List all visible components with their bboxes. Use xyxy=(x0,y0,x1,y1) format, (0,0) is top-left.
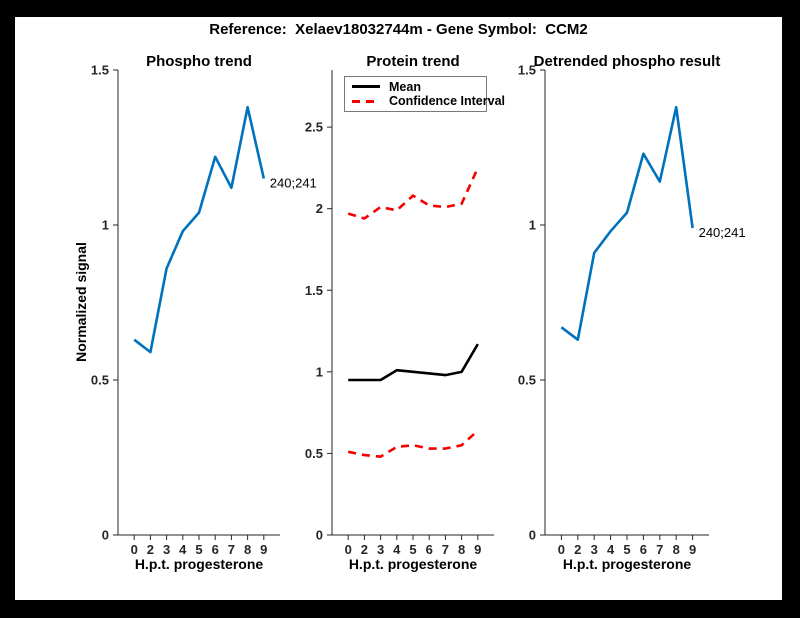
x-tick-label: 4 xyxy=(179,542,187,557)
x-tick-label: 4 xyxy=(607,542,615,557)
y-tick-label: 0.5 xyxy=(518,373,536,388)
confidence-upper-line xyxy=(347,167,479,220)
legend-label-confidence-interval: Confidence Interval xyxy=(389,94,505,109)
subplot-title-phospho-trend: Phospho trend xyxy=(146,53,252,70)
mean-line-sample-icon xyxy=(352,85,380,89)
figure-title: Reference: Xelaev18032744m - Gene Symbol… xyxy=(209,21,588,38)
legend: Mean Confidence Interval xyxy=(344,76,505,112)
y-tick-label: 0 xyxy=(316,528,323,543)
x-tick-label: 9 xyxy=(689,542,696,557)
x-tick-label: 2 xyxy=(361,542,368,557)
x-axis-label-2: H.p.t. progesterone xyxy=(348,556,478,572)
y-tick-label: 1 xyxy=(316,364,323,379)
y-tick-label: 2 xyxy=(316,201,323,216)
x-tick-label: 9 xyxy=(474,542,481,557)
phospho-signal-line xyxy=(133,105,266,354)
y-tick-label: 0 xyxy=(529,528,536,543)
endpoint-annotation: 240;241 xyxy=(699,225,746,240)
endpoint-annotation: 240;241 xyxy=(270,176,317,191)
legend-label-mean: Mean xyxy=(389,79,421,94)
y-tick-label: 1.5 xyxy=(91,63,109,78)
x-tick-label: 3 xyxy=(591,542,598,557)
y-tick-label: 1.5 xyxy=(518,63,536,78)
y-tick-label: 0.5 xyxy=(305,446,323,461)
confidence-line-sample-icon xyxy=(352,99,380,103)
x-tick-label: 5 xyxy=(623,542,630,557)
x-tick-label: 8 xyxy=(244,542,251,557)
legend-item-mean: Mean xyxy=(352,80,479,94)
x-tick-label: 5 xyxy=(409,542,416,557)
x-tick-label: 6 xyxy=(640,542,647,557)
y-tick-label: 1 xyxy=(529,218,536,233)
x-tick-label: 2 xyxy=(147,542,154,557)
x-tick-label: 3 xyxy=(163,542,170,557)
y-tick-label: 2.5 xyxy=(305,120,323,135)
x-tick-label: 9 xyxy=(260,542,267,557)
x-tick-label: 4 xyxy=(393,542,401,557)
y-tick-label: 0 xyxy=(102,528,109,543)
subplot-title-detrended-phospho: Detrended phospho result xyxy=(533,53,721,70)
subplot-title-protein-trend: Protein trend xyxy=(366,53,460,70)
y-tick-label: 1 xyxy=(102,218,109,233)
x-tick-label: 3 xyxy=(377,542,384,557)
figure-canvas: Reference: Xelaev18032744m - Gene Symbol… xyxy=(15,17,782,600)
x-tick-label: 6 xyxy=(212,542,219,557)
x-tick-label: 5 xyxy=(195,542,202,557)
x-tick-label: 7 xyxy=(656,542,663,557)
x-tick-label: 7 xyxy=(228,542,235,557)
x-tick-label: 0 xyxy=(345,542,352,557)
mean-line xyxy=(348,343,479,382)
y-axis-label: Normalized signal xyxy=(73,242,89,362)
x-tick-label: 0 xyxy=(131,542,138,557)
x-tick-label: 0 xyxy=(558,542,565,557)
x-tick-label: 8 xyxy=(673,542,680,557)
y-tick-label: 0.5 xyxy=(91,373,109,388)
detrended-phospho-signal-line xyxy=(560,105,694,342)
legend-item-confidence-interval: Confidence Interval xyxy=(352,94,505,108)
x-axis-label-1: H.p.t. progesterone xyxy=(134,556,264,572)
confidence-lower-line xyxy=(347,429,479,458)
x-axis-label-3: H.p.t. progesterone xyxy=(562,556,692,572)
x-tick-label: 8 xyxy=(458,542,465,557)
x-tick-label: 6 xyxy=(426,542,433,557)
x-tick-label: 7 xyxy=(442,542,449,557)
x-tick-label: 2 xyxy=(574,542,581,557)
y-tick-label: 1.5 xyxy=(305,283,323,298)
